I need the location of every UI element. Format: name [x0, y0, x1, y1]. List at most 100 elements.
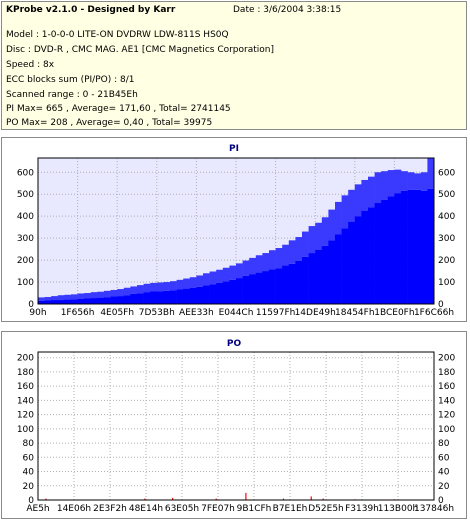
pi-peak-bar	[295, 237, 303, 261]
pi-x-tick-label: 1F656h	[61, 308, 95, 318]
pi-bar	[381, 199, 389, 304]
pi-peak-bar	[348, 189, 356, 222]
pi-peak-bar	[123, 287, 131, 296]
po-x-tick-label: 9B1CFh	[237, 504, 272, 514]
pi-bar	[130, 293, 138, 304]
pi-peak-bar	[361, 179, 369, 211]
pi-x-tick-label: 1BCE0Fh	[374, 308, 414, 318]
pi-x-tick-label: 4E05Fh	[100, 308, 134, 318]
pi-x-tick-label: 14DE49h	[295, 308, 336, 318]
pi-bar	[407, 189, 415, 304]
pi-y-tick-label-right: 100	[438, 278, 455, 288]
po-y-tick-label-right: 120	[438, 411, 455, 421]
po-y-tick-label-right: 20	[438, 482, 450, 492]
po-y-tick-label-right: 180	[438, 368, 455, 378]
po-y-tick-label: 40	[23, 468, 35, 478]
pi-peak-bar	[130, 286, 138, 294]
pi-peak-bar	[203, 273, 210, 286]
pi-bar	[77, 298, 85, 304]
pi-peak-bar	[77, 293, 85, 299]
pi-peak-bar	[90, 292, 98, 299]
pi-bar	[414, 189, 422, 304]
po-y-tick-label: 140	[17, 396, 34, 406]
pi-bar	[209, 284, 217, 304]
pi-peak-bar	[394, 169, 402, 194]
pi-peak-bar	[156, 282, 164, 292]
pi-peak-bar	[420, 172, 428, 191]
pi-bar	[308, 253, 316, 304]
pi-bar	[143, 292, 151, 304]
pi-peak-bar	[44, 296, 52, 301]
pi-peak-bar	[196, 275, 204, 287]
pi-peak-bar	[170, 281, 177, 291]
pi-bar	[315, 249, 323, 304]
pi-peak-bar	[262, 253, 270, 272]
pi-peak-bar	[183, 278, 191, 289]
po-stats: PO Max= 208 , Average= 0,40 , Total= 399…	[6, 118, 213, 128]
pi-peak-bar	[328, 209, 336, 241]
pi-bar	[216, 282, 224, 304]
pi-bar	[137, 293, 144, 304]
po-x-tick-label: 14E06h	[57, 504, 91, 514]
pi-y-tick-label-right: 300	[438, 234, 455, 244]
pi-x-tick-label: 18454Fh	[335, 308, 375, 318]
pi-bar	[295, 260, 303, 304]
pi-peak-bar	[236, 263, 243, 279]
scan-date: Date : 3/6/2004 3:38:15	[233, 5, 342, 15]
pi-x-tick-label: 7D53Bh	[139, 308, 175, 318]
pi-bar	[163, 290, 171, 304]
pi-bar	[156, 291, 164, 304]
pi-peak-bar	[387, 170, 395, 197]
speed-info: Speed : 8x	[6, 60, 55, 70]
pi-y-tick-label: 200	[17, 256, 34, 266]
pi-bar	[341, 228, 349, 304]
pi-y-tick-label: 300	[17, 234, 34, 244]
po-y-tick-label: 180	[17, 368, 34, 378]
pi-y-tick-label-right: 200	[438, 256, 455, 266]
po-chart: 0 0 20 20 40 40 60 60 80 80 100 100 120 120 140 140 160 1…	[17, 351, 455, 514]
pi-bar	[394, 193, 402, 304]
pi-y-tick-label-right: 0	[438, 300, 444, 310]
pi-y-tick-label: 100	[17, 278, 34, 288]
pi-peak-bar	[354, 184, 362, 217]
pi-peak-bar	[176, 279, 184, 290]
po-y-tick-label-right: 0	[438, 496, 444, 506]
pi-bar	[229, 279, 237, 304]
po-x-tick-label: 63E05h	[165, 504, 199, 514]
pi-peak-bar	[288, 240, 296, 264]
pi-bar	[348, 221, 356, 304]
po-x-tick-label: AE5h	[26, 504, 49, 514]
pi-bar	[368, 207, 375, 304]
pi-peak-bar	[381, 171, 389, 200]
pi-bar	[361, 210, 369, 304]
pi-peak-bar	[368, 176, 375, 208]
pi-peak-bar	[275, 248, 283, 269]
pi-peak-bar	[209, 271, 217, 285]
po-x-tick-label: 7FE07h	[201, 504, 235, 514]
pi-peak-bar	[189, 277, 197, 288]
pi-bar	[97, 297, 105, 304]
po-y-tick-label-right: 160	[438, 382, 455, 392]
pi-bar	[302, 256, 309, 304]
pi-bar	[90, 298, 98, 304]
po-y-tick-label: 80	[23, 439, 35, 449]
pi-y-tick-label: 0	[28, 300, 34, 310]
pi-x-tick-label: 1F6C66h	[414, 308, 454, 318]
po-x-tick-label: F3139h	[345, 504, 379, 514]
pi-bar	[64, 299, 72, 304]
scanned-range: Scanned range : 0 - 21B45Eh	[6, 90, 138, 100]
pi-peak-bar	[110, 289, 118, 297]
pi-peak-bar	[117, 289, 125, 297]
pi-bar	[44, 300, 52, 304]
pi-chart-title: PI	[229, 144, 239, 154]
pi-bar	[189, 287, 197, 304]
po-y-tick-label: 120	[17, 411, 34, 421]
pi-peak-bar	[163, 282, 171, 291]
pi-y-tick-label: 500	[17, 190, 34, 200]
po-x-tick-label: 113B00h	[378, 504, 419, 514]
pi-bar	[242, 275, 250, 304]
pi-bar	[222, 281, 230, 304]
pi-y-tick-label: 400	[17, 212, 34, 222]
pi-bar	[374, 203, 382, 304]
pi-peak-bar	[321, 217, 329, 246]
